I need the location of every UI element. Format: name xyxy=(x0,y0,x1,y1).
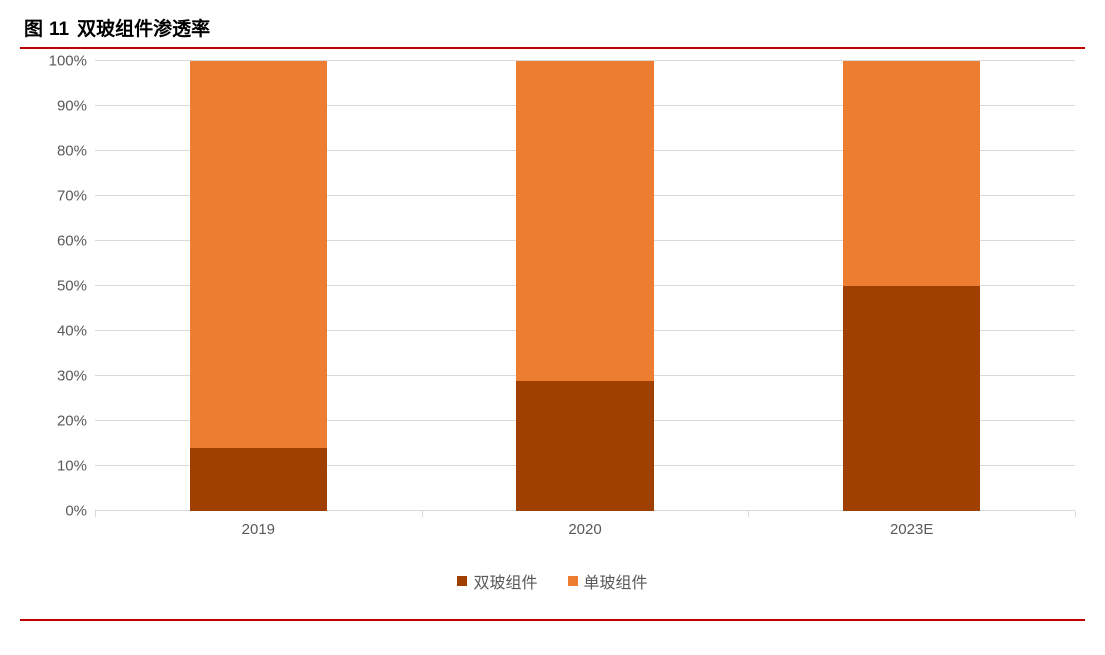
y-tick-label: 10% xyxy=(57,458,95,475)
title-prefix: 图 xyxy=(24,14,43,41)
chart-container: 图 11 双玻组件渗透率 0% 10% 20% 30% 40% 50% 60% 70% 80% 9… xyxy=(0,0,1105,655)
bar-group xyxy=(843,61,980,511)
y-tick-label: 20% xyxy=(57,413,95,430)
bar-segment xyxy=(516,61,653,381)
x-tickmark xyxy=(422,511,423,517)
chart-title-row: 图 11 双玻组件渗透率 xyxy=(20,10,1085,47)
bar-segment xyxy=(190,61,327,448)
y-tick-label: 90% xyxy=(57,98,95,115)
bar-group xyxy=(516,61,653,511)
y-tick-label: 30% xyxy=(57,368,95,385)
x-tickmark xyxy=(95,511,96,517)
x-tickmark xyxy=(1075,511,1076,517)
y-tick-label: 0% xyxy=(65,503,95,520)
legend: 双玻组件 单玻组件 xyxy=(20,569,1085,593)
title-number: 11 xyxy=(49,19,69,41)
legend-item: 双玻组件 xyxy=(457,569,537,593)
legend-swatch xyxy=(568,576,578,586)
x-tick-label: 2023E xyxy=(890,521,933,538)
top-rule xyxy=(20,47,1085,49)
y-tick-label: 70% xyxy=(57,188,95,205)
plot-wrap: 0% 10% 20% 30% 40% 50% 60% 70% 80% 90% 100% 2019 202… xyxy=(20,51,1085,611)
bar-segment xyxy=(516,381,653,512)
x-tick-label: 2020 xyxy=(568,521,601,538)
y-tick-label: 50% xyxy=(57,278,95,295)
y-tick-label: 60% xyxy=(57,233,95,250)
x-tick-label: 2019 xyxy=(242,521,275,538)
x-tickmark xyxy=(748,511,749,517)
bar-segment xyxy=(843,61,980,286)
legend-label: 双玻组件 xyxy=(473,569,537,593)
plot-area: 0%10%20%30%40%50%60%70%80%90%100%2019202… xyxy=(95,61,1075,511)
bar-segment xyxy=(190,448,327,511)
legend-label: 单玻组件 xyxy=(584,569,648,593)
bar-segment xyxy=(843,286,980,511)
legend-swatch xyxy=(457,576,467,586)
y-tick-label: 40% xyxy=(57,323,95,340)
legend-item: 单玻组件 xyxy=(568,569,648,593)
bar-group xyxy=(190,61,327,511)
bottom-rule xyxy=(20,619,1085,621)
y-tick-label: 100% xyxy=(49,53,95,70)
y-tick-label: 80% xyxy=(57,143,95,160)
title-text: 双玻组件渗透率 xyxy=(77,14,210,41)
